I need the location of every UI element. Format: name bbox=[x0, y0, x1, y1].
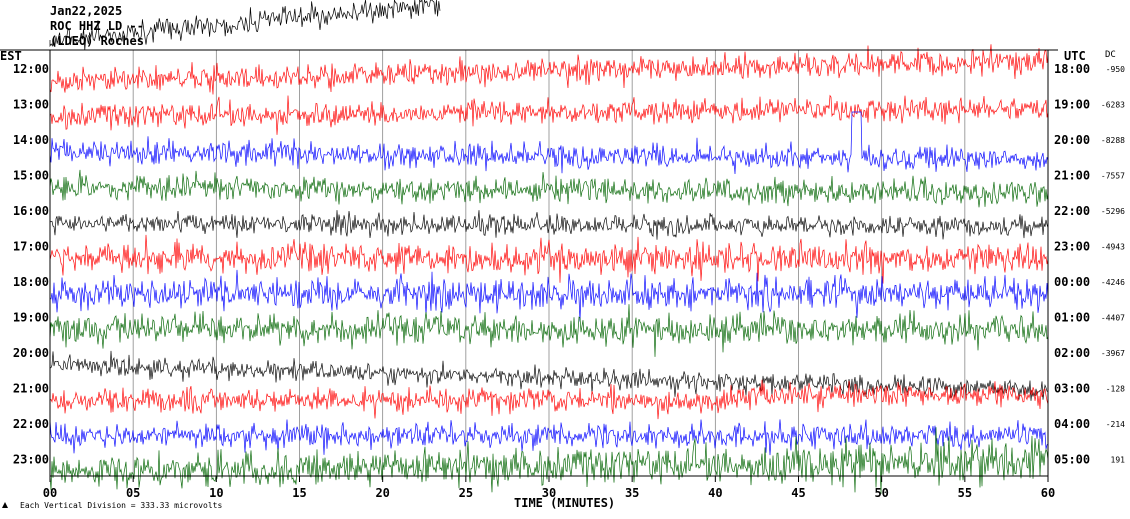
x-tick-label-55: 55 bbox=[958, 486, 972, 500]
dc-offset-2300: 191 bbox=[1111, 456, 1126, 465]
x-tick-label-20: 20 bbox=[375, 486, 389, 500]
x-axis-label: TIME (MINUTES) bbox=[514, 496, 615, 510]
right-zone-label: UTC bbox=[1064, 49, 1086, 63]
trace-row-2100 bbox=[49, 379, 1049, 420]
dc-offset-1400: -8288 bbox=[1101, 136, 1125, 145]
footer-note: Each Vertical Division = 333.33 microvol… bbox=[20, 501, 222, 510]
dc-offset-2000: -3967 bbox=[1101, 349, 1125, 358]
x-tick-label-40: 40 bbox=[708, 486, 722, 500]
dc-header-label: DC bbox=[1105, 50, 1116, 60]
plot-frame bbox=[0, 49, 1058, 482]
utc-label-0400: 04:00 bbox=[1054, 417, 1090, 431]
est-label-2300: 23:00 bbox=[13, 453, 49, 467]
dc-offset-1200: -950 bbox=[1106, 65, 1125, 74]
dc-offset-1800: -4246 bbox=[1101, 278, 1125, 287]
x-tick-label-50: 50 bbox=[874, 486, 888, 500]
est-label-1400: 14:00 bbox=[13, 133, 49, 147]
dc-offset-2200: -214 bbox=[1106, 420, 1125, 429]
est-label-1800: 18:00 bbox=[13, 275, 49, 289]
x-tick-label-00: 00 bbox=[43, 486, 57, 500]
header-date: Jan22,2025 bbox=[50, 4, 123, 18]
dc-offset-1700: -4943 bbox=[1101, 243, 1125, 252]
utc-label-0100: 01:00 bbox=[1054, 311, 1090, 325]
est-label-2200: 22:00 bbox=[13, 417, 49, 431]
trace-prev-hour bbox=[49, 0, 441, 51]
trace-row-1200 bbox=[49, 44, 1049, 95]
trace-row-1300 bbox=[49, 94, 1049, 135]
header-network: (LDEO) Roches bbox=[50, 34, 144, 48]
est-label-1200: 12:00 bbox=[13, 62, 49, 76]
left-zone-label: EST bbox=[0, 49, 22, 63]
est-label-1500: 15:00 bbox=[13, 169, 49, 183]
trace-row-1700 bbox=[49, 234, 1049, 284]
dc-offset-2100: -128 bbox=[1106, 385, 1125, 394]
utc-label-2300: 23:00 bbox=[1054, 240, 1090, 254]
utc-label-2100: 21:00 bbox=[1054, 169, 1090, 183]
utc-label-0200: 02:00 bbox=[1054, 346, 1090, 360]
x-tick-label-60: 60 bbox=[1041, 486, 1055, 500]
x-tick-label-30: 30 bbox=[542, 486, 556, 500]
x-tick-label-25: 25 bbox=[459, 486, 473, 500]
dc-offset-1500: -7557 bbox=[1101, 172, 1125, 181]
utc-label-1900: 19:00 bbox=[1054, 98, 1090, 112]
dc-offset-1300: -6283 bbox=[1101, 101, 1125, 110]
est-label-2100: 21:00 bbox=[13, 382, 49, 396]
dc-offset-1600: -5296 bbox=[1101, 207, 1125, 216]
x-tick-label-05: 05 bbox=[126, 486, 140, 500]
est-label-1700: 17:00 bbox=[13, 240, 49, 254]
x-tick-label-15: 15 bbox=[292, 486, 306, 500]
trace-row-2200 bbox=[49, 419, 1049, 456]
est-label-2000: 20:00 bbox=[13, 346, 49, 360]
utc-label-1800: 18:00 bbox=[1054, 62, 1090, 76]
trace-row-1500 bbox=[49, 169, 1049, 208]
utc-label-2000: 20:00 bbox=[1054, 133, 1090, 147]
x-tick-label-45: 45 bbox=[791, 486, 805, 500]
trace-row-1600 bbox=[49, 210, 1049, 240]
trace-row-1900 bbox=[49, 304, 1049, 357]
utc-label-0500: 05:00 bbox=[1054, 453, 1090, 467]
x-tick-label-10: 10 bbox=[209, 486, 223, 500]
est-label-1300: 13:00 bbox=[13, 98, 49, 112]
utc-label-2200: 22:00 bbox=[1054, 204, 1090, 218]
trace-row-1800 bbox=[49, 269, 1049, 322]
trace-row-1400 bbox=[49, 111, 1049, 175]
seismic-traces bbox=[49, 0, 1049, 495]
est-label-1900: 19:00 bbox=[13, 311, 49, 325]
trace-row-2000 bbox=[49, 350, 1049, 401]
utc-label-0300: 03:00 bbox=[1054, 382, 1090, 396]
header-station: ROC HHZ LD -- bbox=[50, 19, 144, 33]
x-tick-label-35: 35 bbox=[625, 486, 639, 500]
axis-labels: EST UTC DC TIME (MINUTES) Each Vertical … bbox=[0, 49, 1125, 510]
est-label-1600: 16:00 bbox=[13, 204, 49, 218]
utc-label-0000: 00:00 bbox=[1054, 275, 1090, 289]
footer-logo-icon bbox=[2, 502, 8, 508]
dc-offset-1900: -4407 bbox=[1101, 314, 1125, 323]
